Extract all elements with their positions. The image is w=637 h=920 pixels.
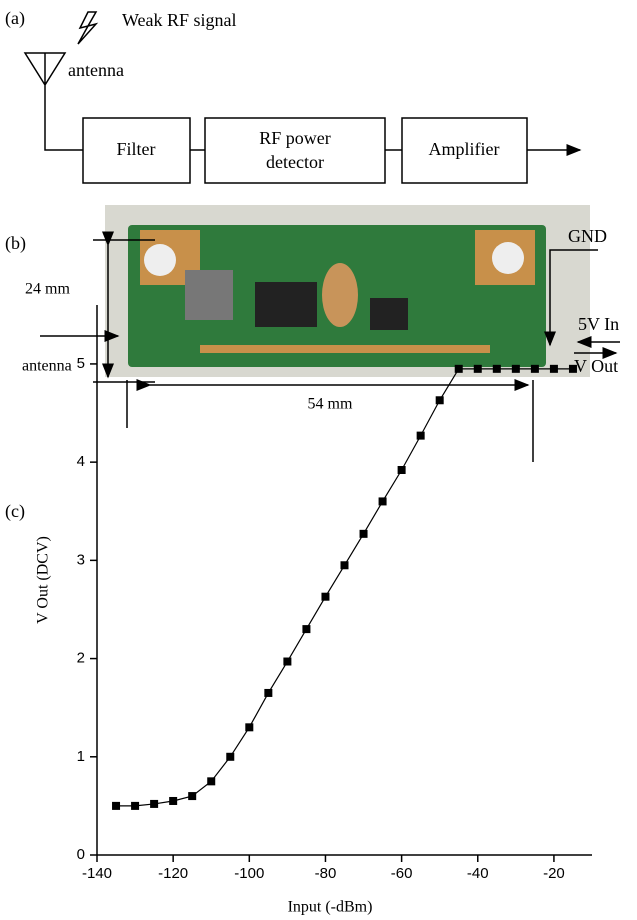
x-tick-label: -40 bbox=[467, 865, 489, 882]
data-point bbox=[131, 801, 140, 810]
data-point bbox=[188, 792, 197, 801]
trace bbox=[200, 345, 490, 353]
component bbox=[322, 263, 358, 327]
chip bbox=[255, 282, 317, 327]
panel-label: (a) bbox=[5, 8, 25, 29]
data-point bbox=[378, 497, 387, 506]
block-label: detector bbox=[266, 152, 324, 172]
y-tick-label: 3 bbox=[77, 551, 85, 568]
x-tick-label: -100 bbox=[234, 865, 264, 882]
antenna-label: antenna bbox=[68, 60, 124, 80]
gnd-label: GND bbox=[568, 226, 607, 246]
data-point bbox=[359, 529, 368, 538]
x-axis-label: Input (-dBm) bbox=[288, 899, 373, 916]
dimension-label: 24 mm bbox=[25, 281, 70, 298]
data-point bbox=[283, 657, 292, 666]
data-point bbox=[454, 364, 463, 373]
panel-label: (b) bbox=[5, 233, 26, 254]
block bbox=[401, 117, 528, 184]
data-point bbox=[207, 777, 216, 786]
data-point bbox=[169, 796, 178, 805]
x-tick-label: -20 bbox=[543, 865, 565, 882]
data-point bbox=[473, 364, 482, 373]
y-tick-label: 4 bbox=[77, 453, 85, 470]
data-point bbox=[340, 561, 349, 570]
arrow bbox=[544, 249, 598, 347]
data-point bbox=[568, 364, 577, 373]
block-label: Filter bbox=[117, 139, 156, 159]
x-tick-label: -140 bbox=[82, 865, 112, 882]
power-label: 5V In bbox=[578, 314, 619, 334]
data-line bbox=[116, 368, 573, 807]
hole bbox=[144, 244, 176, 276]
data-point bbox=[302, 625, 311, 634]
y-tick-label: 0 bbox=[77, 846, 85, 863]
x-tick-label: -80 bbox=[315, 865, 337, 882]
y-axis-label: V Out (DCV) bbox=[35, 536, 52, 624]
data-point bbox=[226, 752, 235, 761]
block bbox=[82, 117, 191, 184]
data-point bbox=[511, 364, 520, 373]
data-point bbox=[150, 799, 159, 808]
signal-label: Weak RF signal bbox=[122, 10, 237, 30]
data-point bbox=[549, 364, 558, 373]
x-tick-label: -60 bbox=[391, 865, 413, 882]
data-point bbox=[245, 723, 254, 732]
lightning-icon bbox=[77, 11, 99, 45]
crystal bbox=[185, 270, 233, 320]
block-label: Amplifier bbox=[429, 139, 500, 159]
data-point bbox=[112, 801, 121, 810]
data-point bbox=[321, 592, 330, 601]
data-point bbox=[397, 466, 406, 474]
panel-label: (c) bbox=[5, 501, 25, 522]
vout-label: V Out bbox=[574, 356, 618, 376]
dimension-label: 54 mm bbox=[308, 396, 353, 413]
antenna-symbol bbox=[23, 52, 83, 151]
data-point bbox=[416, 431, 425, 440]
data-point bbox=[264, 688, 273, 697]
chip bbox=[370, 298, 408, 330]
block bbox=[204, 117, 386, 184]
data-point bbox=[530, 364, 539, 373]
y-tick-label: 2 bbox=[77, 650, 85, 667]
x-tick-label: -120 bbox=[158, 865, 188, 882]
block-label: RF power bbox=[259, 128, 331, 148]
hole bbox=[492, 242, 524, 274]
y-tick-label: 5 bbox=[77, 355, 85, 372]
y-tick-label: 1 bbox=[77, 748, 85, 765]
antenna-label: antenna bbox=[22, 358, 72, 375]
data-point bbox=[435, 396, 444, 405]
data-point bbox=[492, 364, 501, 373]
